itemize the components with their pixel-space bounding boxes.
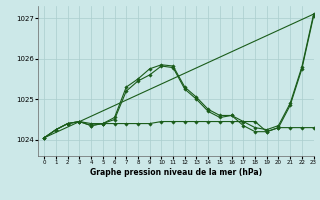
X-axis label: Graphe pression niveau de la mer (hPa): Graphe pression niveau de la mer (hPa): [90, 168, 262, 177]
